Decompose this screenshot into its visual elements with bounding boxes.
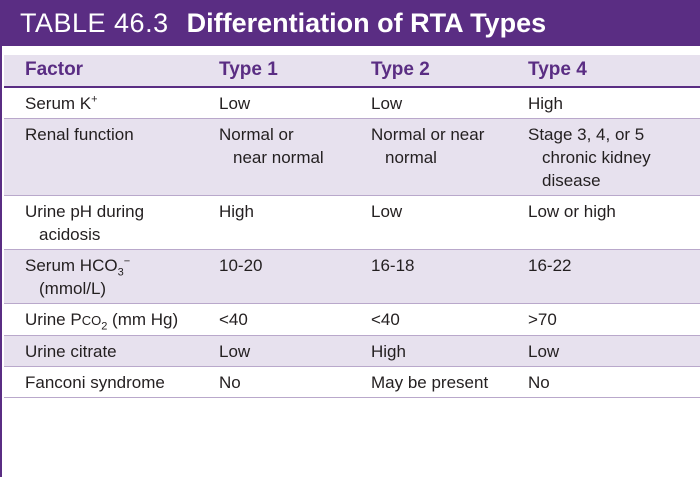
- cell-line: normal: [385, 148, 437, 167]
- type4-cell: Low or high: [507, 195, 700, 250]
- factor-cell: Fanconi syndrome: [4, 366, 198, 398]
- factor-serum-k: Serum K+: [25, 93, 98, 113]
- column-header-type1: Type 1: [198, 55, 350, 88]
- type4-cell: Low: [507, 335, 700, 367]
- cell-line: (mmol/L): [39, 279, 107, 298]
- factor-cell: Urine citrate: [4, 335, 198, 367]
- factor-cell: Urine pH during acidosis: [4, 195, 198, 250]
- column-header-type2: Type 2: [350, 55, 507, 88]
- type2-cell: 16-18: [350, 249, 507, 304]
- type2-cell: May be present: [350, 366, 507, 398]
- cell-line: Urine pH during: [25, 202, 145, 221]
- table-header-row: Factor Type 1 Type 2 Type 4: [4, 55, 700, 88]
- factor-urine-pco2: Urine PCO2 (mm Hg): [25, 310, 179, 333]
- column-header-factor: Factor: [4, 55, 198, 88]
- cell-line: near normal: [233, 148, 324, 167]
- factor-cell: Serum HCO3− (mmol/L): [4, 249, 198, 304]
- column-header-type4: Type 4: [507, 55, 700, 88]
- cell-line: Normal or: [219, 125, 294, 144]
- type1-cell: Normal or near normal: [198, 118, 350, 196]
- cell-line: Stage 3, 4, or 5: [528, 125, 645, 144]
- type1-cell: <40: [198, 303, 350, 336]
- rta-table: Factor Type 1 Type 2 Type 4 Serum K+ Low…: [4, 55, 700, 398]
- table-row: Serum K+ Low Low High: [4, 87, 700, 119]
- cell-line: Normal or near: [371, 125, 485, 144]
- table-number: TABLE 46.3: [20, 7, 169, 38]
- type2-cell: <40: [350, 303, 507, 336]
- table-row: Serum HCO3− (mmol/L) 10-20 16-18 16-22: [4, 249, 700, 304]
- table-row: Urine citrate Low High Low: [4, 335, 700, 367]
- factor-cell: Renal function: [4, 118, 198, 196]
- factor-cell: Urine PCO2 (mm Hg): [4, 303, 198, 336]
- type1-cell: High: [198, 195, 350, 250]
- type1-cell: No: [198, 366, 350, 398]
- type4-cell: >70: [507, 303, 700, 336]
- table-row: Urine PCO2 (mm Hg) <40 <40 >70: [4, 303, 700, 336]
- type2-cell: High: [350, 335, 507, 367]
- table-row: Fanconi syndrome No May be present No: [4, 366, 700, 398]
- table-row: Renal function Normal or near normal Nor…: [4, 118, 700, 196]
- type1-cell: Low: [198, 87, 350, 119]
- type4-cell: High: [507, 87, 700, 119]
- factor-serum-hco3: Serum HCO3−: [25, 255, 131, 279]
- type2-cell: Low: [350, 195, 507, 250]
- type4-cell: No: [507, 366, 700, 398]
- cell-line: acidosis: [39, 225, 101, 244]
- type1-cell: Low: [198, 335, 350, 367]
- factor-cell: Serum K+: [4, 87, 198, 119]
- type1-cell: 10-20: [198, 249, 350, 304]
- cell-line: chronic kidney: [542, 148, 651, 167]
- type2-cell: Low: [350, 87, 507, 119]
- type4-cell: 16-22: [507, 249, 700, 304]
- table-title-bar: TABLE 46.3 Differentiation of RTA Types: [2, 0, 700, 46]
- type2-cell: Normal or near normal: [350, 118, 507, 196]
- table-title: Differentiation of RTA Types: [186, 7, 547, 38]
- table-row: Urine pH during acidosis High Low Low or…: [4, 195, 700, 250]
- type4-cell: Stage 3, 4, or 5 chronic kidney disease: [507, 118, 700, 196]
- cell-line: disease: [542, 171, 601, 190]
